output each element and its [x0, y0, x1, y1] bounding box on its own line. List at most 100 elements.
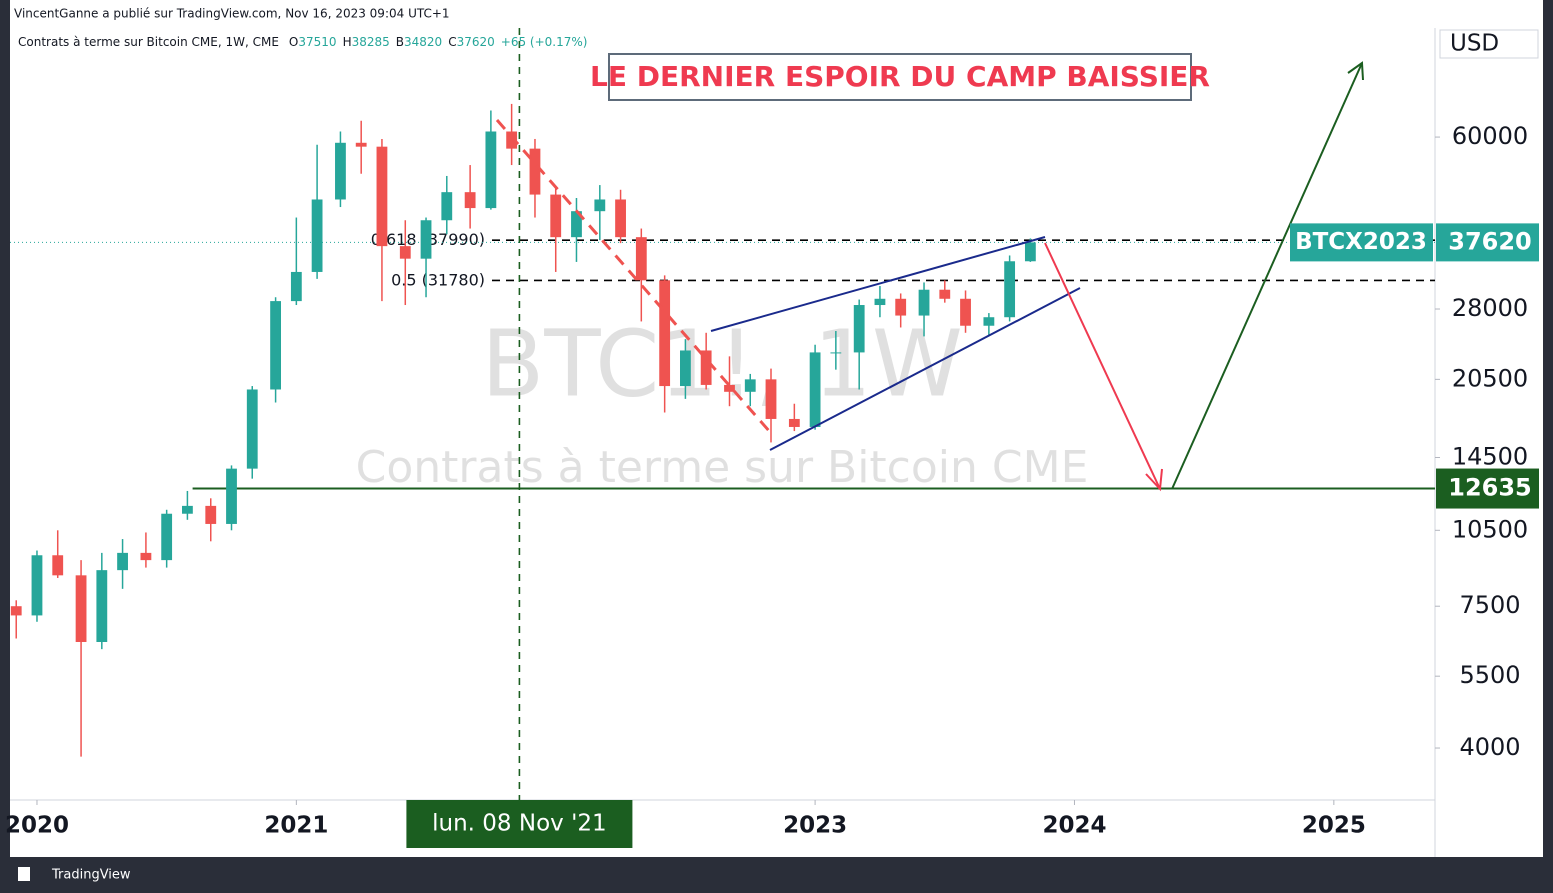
watermark-subtitle: Contrats à terme sur Bitcoin CME: [356, 442, 1089, 493]
candle-body: [960, 298, 971, 326]
y-tick-label: 60000: [1452, 122, 1528, 150]
candle-body: [52, 555, 64, 576]
candle-body: [1004, 261, 1016, 318]
candle-body: [10, 606, 22, 616]
fib-ratio: 0.5: [391, 270, 416, 289]
footer-brand: TradingView: [51, 868, 131, 883]
candle-body: [659, 280, 671, 387]
candle-body: [744, 379, 756, 392]
candle-body: [464, 192, 476, 209]
candle-body: [983, 317, 995, 326]
candle-body: [853, 305, 865, 353]
candle-body: [788, 418, 800, 427]
last-price-label: 37620: [1448, 227, 1532, 255]
ohlc-label: H: [343, 35, 352, 49]
candle-body: [550, 194, 562, 238]
candle-body: [376, 146, 388, 247]
candle-body: [182, 505, 193, 514]
candle-body: [246, 389, 258, 469]
support-price-box: [1436, 468, 1539, 509]
candle-body: [506, 131, 518, 149]
wedge-lower: [769, 287, 1081, 451]
chart-background: [10, 0, 1543, 857]
last-price-name: BTCX2023: [1295, 229, 1427, 255]
ohlc-value: 34820: [404, 35, 442, 49]
ohlc-value: 37620: [457, 35, 495, 49]
candle-body: [420, 220, 432, 259]
ohlc-label: C: [448, 35, 456, 49]
candle-body: [594, 199, 606, 212]
x-tick-label: 2023: [783, 813, 847, 839]
support-price-label: 12635: [1448, 474, 1532, 502]
candle-body: [485, 131, 497, 209]
crosshair-label-box: [406, 800, 633, 848]
ohlc-value: 38285: [352, 35, 390, 49]
y-tick-label: 20500: [1452, 364, 1528, 392]
x-tick-label: 2020: [5, 813, 69, 839]
y-tick-label: 10500: [1452, 515, 1528, 543]
candle-body: [75, 575, 87, 642]
last-price-name-box: [1290, 223, 1433, 262]
fib-label: 0.5 (31780): [391, 270, 485, 289]
candle-body: [765, 379, 777, 419]
candle-body: [895, 298, 907, 316]
candle-body: [918, 289, 930, 316]
bull-arrow-head: [1347, 61, 1364, 81]
candle-body: [270, 301, 282, 390]
brand-logo: [18, 867, 30, 881]
fib-value: 31780: [428, 270, 479, 289]
candle-body: [96, 570, 108, 642]
candle-body: [355, 142, 367, 147]
candle-body: [939, 289, 951, 299]
y-tick-label: 7500: [1459, 591, 1520, 619]
currency: USD: [1450, 31, 1499, 57]
publisher-header: VincentGanne a publié sur TradingView.co…: [14, 7, 450, 21]
candle-body: [615, 199, 626, 238]
last-price-box: [1436, 223, 1539, 262]
currency-box: [1439, 29, 1539, 59]
candle-body: [680, 350, 691, 387]
candle-body: [335, 142, 346, 200]
wedge-upper: [710, 236, 1046, 332]
y-tick-label: 4000: [1459, 733, 1520, 761]
x-tick-label: 2024: [1042, 813, 1106, 839]
fib-value: 37990: [428, 230, 479, 249]
ohlc-label: O: [289, 35, 298, 49]
ohlc-value: 37510: [298, 35, 336, 49]
change: +65 (+0.17%): [501, 35, 588, 49]
candle-body: [874, 298, 886, 306]
symbol-name: Contrats à terme sur Bitcoin CME, 1W, CM…: [18, 35, 279, 49]
y-tick-label: 14500: [1452, 442, 1528, 470]
x-tick-label: 2025: [1302, 813, 1366, 839]
candle-body: [117, 552, 128, 571]
symbol-legend: Contrats à terme sur Bitcoin CME, 1W, CM…: [18, 35, 587, 49]
title-box: [608, 53, 1192, 101]
candle-body: [161, 513, 173, 561]
y-tick-label: 28000: [1452, 294, 1528, 322]
candle-body: [290, 271, 302, 302]
candle-body: [724, 384, 735, 392]
trend-dash: [495, 119, 772, 433]
candle-body: [311, 199, 323, 272]
candle-body: [809, 352, 821, 427]
watermark: BTC1!, 1W: [481, 310, 963, 417]
candle-body: [205, 505, 217, 524]
candle-body: [571, 211, 582, 238]
candle-body: [441, 192, 453, 221]
bull-arrow: [1171, 62, 1363, 490]
candle-body: [399, 246, 411, 259]
candle-body: [226, 468, 237, 524]
candle-body: [1024, 242, 1036, 262]
candle-body: [700, 350, 712, 385]
chart-title: LE DERNIER ESPOIR DU CAMP BAISSIER: [590, 60, 1210, 93]
bear-arrow-head: [1145, 468, 1163, 492]
crosshair-label: lun. 08 Nov '21: [432, 811, 607, 837]
ohlc-label: B: [396, 35, 404, 49]
x-tick-label: 2021: [264, 813, 328, 839]
bear-arrow: [1044, 242, 1161, 490]
candle-body: [830, 352, 842, 354]
candle-body: [31, 555, 43, 616]
candle-body: [529, 148, 541, 195]
